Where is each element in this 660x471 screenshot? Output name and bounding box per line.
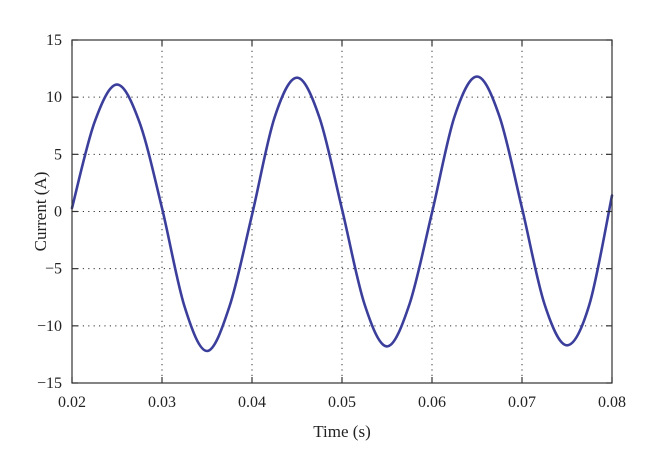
x-tick-label: 0.02 [58,394,86,411]
x-tick-label: 0.05 [328,394,356,411]
series-line-group [70,75,614,353]
y-tick-label: 10 [46,89,62,106]
x-tick-labels: 0.02 0.03 0.04 0.05 0.06 0.07 0.08 [58,394,626,411]
y-tick-label: 0 [54,204,62,221]
y-axis-title: Current (A) [31,172,50,252]
y-tick-label: 15 [46,32,62,49]
tick-marks [71,39,613,384]
y-tick-label: −10 [37,318,62,335]
y-tick-label: −5 [45,261,62,278]
y-tick-labels: −15 −10 −5 0 5 10 15 [37,32,62,392]
x-tick-label: 0.06 [418,394,446,411]
x-tick-label: 0.04 [238,394,266,411]
x-tick-label: 0.08 [598,394,626,411]
y-tick-label: 5 [54,146,62,163]
series-line [70,75,614,353]
x-tick-label: 0.07 [508,394,536,411]
y-tick-label: −15 [37,375,62,392]
x-axis-title: Time (s) [313,422,370,441]
x-tick-label: 0.03 [148,394,176,411]
